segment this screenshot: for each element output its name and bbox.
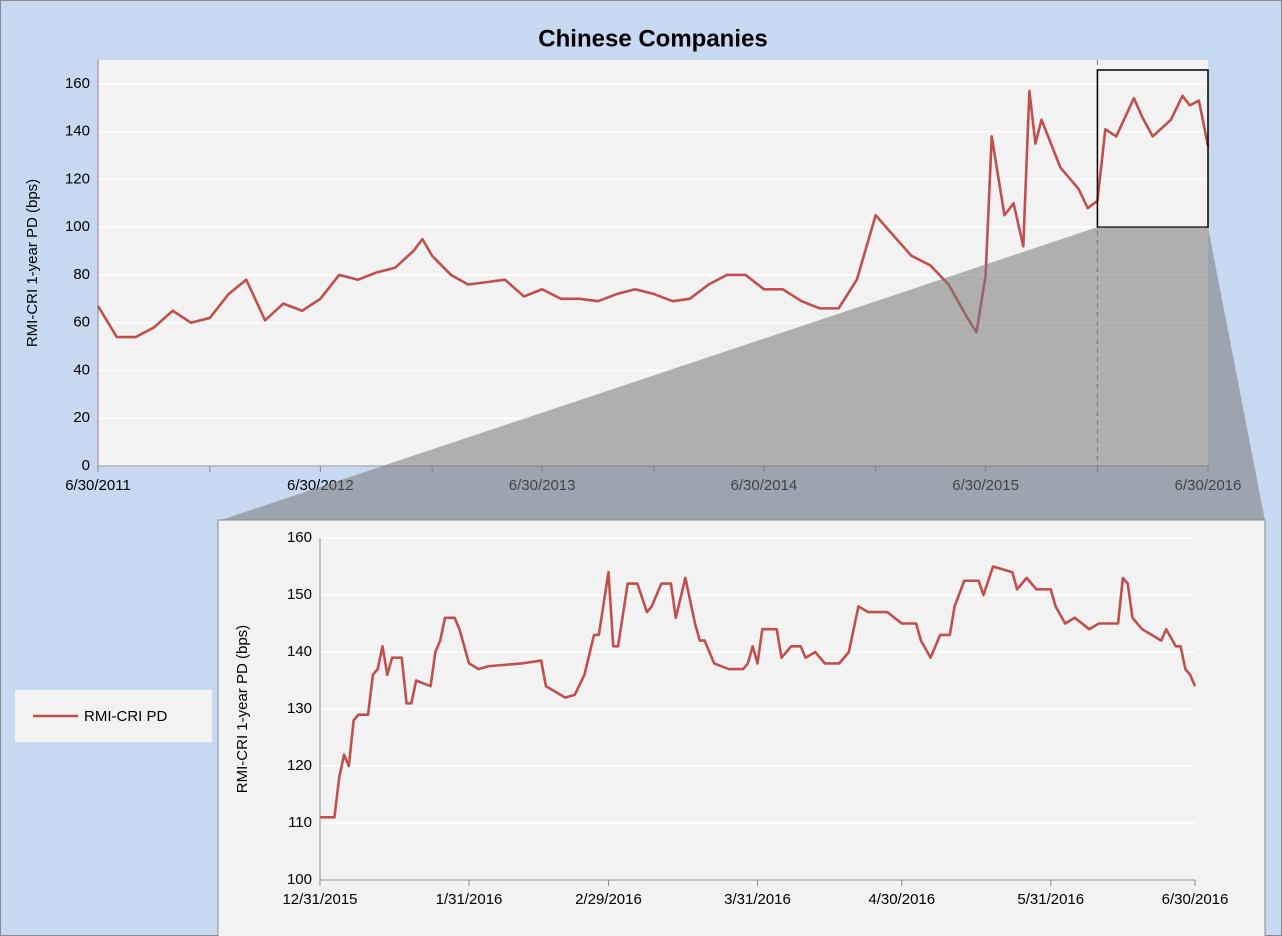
- zoom-wedge: [218, 227, 1265, 522]
- x-tick-label: 4/30/2016: [868, 891, 935, 908]
- data-line: [320, 565, 1197, 819]
- x-tick-label: 2/29/2016: [575, 891, 642, 908]
- y-tick-label: 160: [65, 75, 90, 92]
- x-tick-label: 1/31/2016: [436, 891, 503, 908]
- y-tick-label: 20: [73, 409, 90, 426]
- y-axis-label: RMI-CRI 1-year PD (bps): [234, 625, 251, 793]
- inset-chart: 100 110 120 130 140 150 160 12/31/2015 1/31/2016…: [217, 519, 1266, 936]
- data-line: [96, 89, 1210, 339]
- legend-label: RMI-CRI PD: [84, 708, 167, 725]
- y-tick-label: 80: [73, 266, 90, 283]
- legend: RMI-CRI PD: [15, 690, 212, 742]
- y-tick-label: 120: [287, 757, 312, 774]
- y-tick-label: 140: [65, 123, 90, 140]
- y-tick-label: 150: [287, 586, 312, 603]
- x-tick-label: 3/31/2016: [724, 891, 791, 908]
- y-tick-label: 0: [82, 457, 90, 474]
- y-axis-label: RMI-CRI 1-year PD (bps): [24, 179, 41, 347]
- y-tick-label: 60: [73, 314, 90, 331]
- y-tick-label: 100: [287, 871, 312, 888]
- y-tick-label: 100: [65, 218, 90, 235]
- y-tick-label: 110: [288, 814, 312, 831]
- y-tick-label: 120: [65, 170, 90, 187]
- chart-title: Chinese Companies: [538, 25, 767, 52]
- x-tick-label: 5/31/2016: [1017, 891, 1084, 908]
- x-tick-label: 12/31/2015: [282, 891, 357, 908]
- x-tick-label: 6/30/2011: [65, 477, 131, 494]
- y-tick-label: 140: [287, 643, 312, 660]
- y-tick-label: 40: [73, 361, 90, 378]
- y-tick-label: 160: [287, 529, 312, 546]
- x-tick-label: 6/30/2016: [1162, 891, 1229, 908]
- zoom-wedge-shape: [218, 227, 1265, 522]
- y-tick-label: 130: [287, 700, 312, 717]
